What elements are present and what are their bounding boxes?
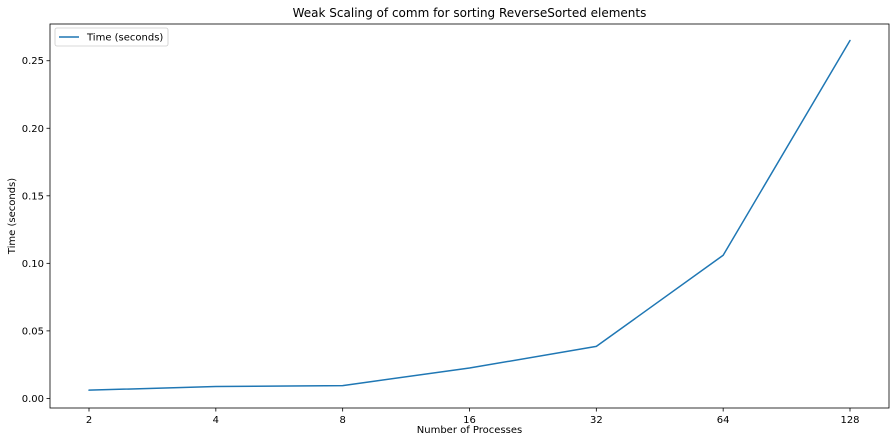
x-tick-label: 2 bbox=[86, 415, 92, 426]
y-tick-label: 0.00 bbox=[22, 394, 44, 405]
x-tick-label: 64 bbox=[717, 415, 730, 426]
y-tick-label: 0.05 bbox=[22, 326, 44, 337]
y-tick-label: 0.10 bbox=[22, 259, 44, 270]
x-tick-label: 128 bbox=[840, 415, 859, 426]
y-tick-label: 0.20 bbox=[22, 124, 44, 135]
chart-title: Weak Scaling of comm for sorting Reverse… bbox=[293, 6, 647, 20]
x-axis-label: Number of Processes bbox=[417, 425, 522, 436]
y-tick-label: 0.25 bbox=[22, 56, 44, 67]
y-tick-label: 0.15 bbox=[22, 191, 44, 202]
legend-label-time: Time (seconds) bbox=[86, 33, 163, 44]
x-tick-label: 4 bbox=[213, 415, 219, 426]
x-tick-label: 8 bbox=[339, 415, 345, 426]
y-axis-label: Time (seconds) bbox=[7, 178, 18, 255]
legend: Time (seconds) bbox=[55, 28, 168, 46]
x-tick-label: 32 bbox=[590, 415, 603, 426]
